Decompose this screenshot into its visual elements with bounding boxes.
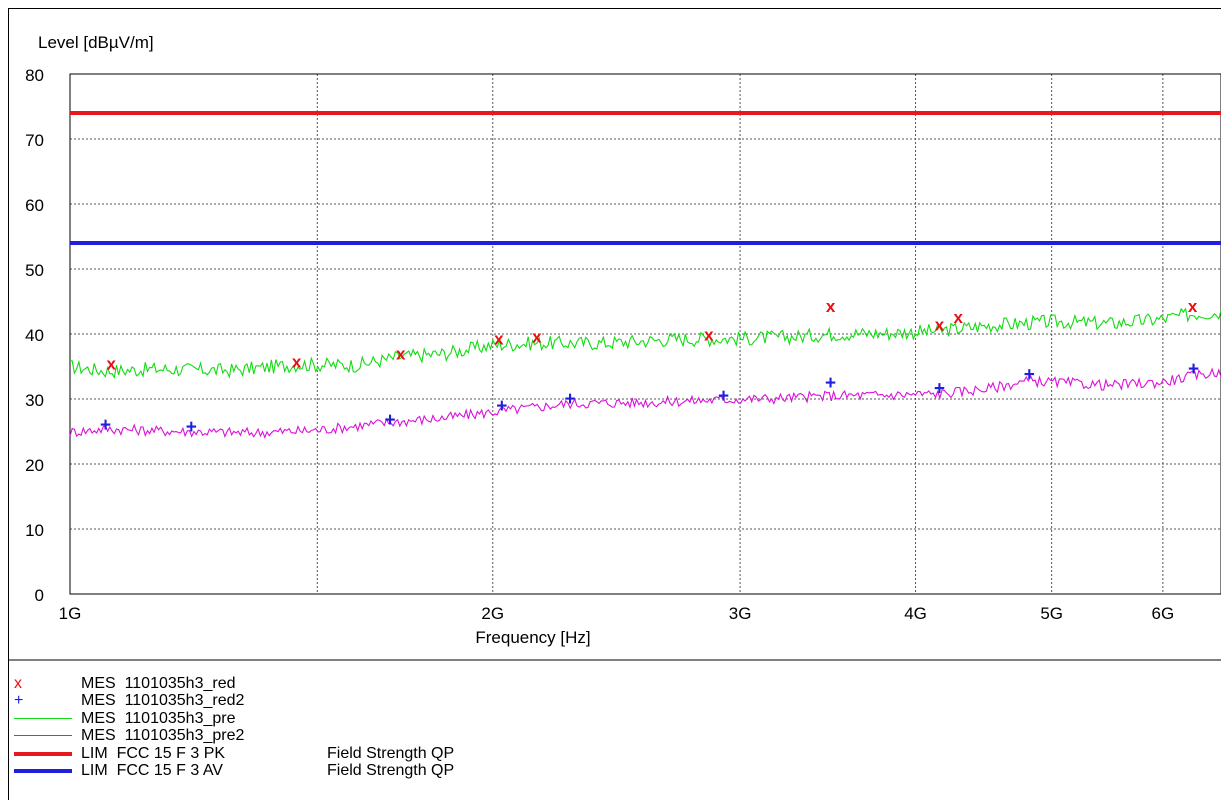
data-point-plus: +: [825, 373, 836, 394]
data-point-x: x: [292, 352, 302, 371]
data-point-x: x: [532, 328, 542, 347]
data-point-plus: +: [564, 389, 575, 410]
data-point-x: x: [1188, 297, 1198, 316]
legend-label: LIM FCC 15 F 3 AV: [81, 762, 223, 779]
x-tick-label: 6G: [1152, 604, 1175, 623]
data-point-plus: +: [1024, 364, 1035, 385]
axis-ticks: 0 10 20 30 40 50 60 70 80 1G 2G 3G 4G 5G 6G: [25, 66, 1174, 623]
data-point-plus: +: [934, 379, 945, 400]
data-point-x: x: [954, 308, 964, 327]
data-point-x: x: [107, 354, 117, 373]
y-tick-label: 60: [25, 196, 44, 215]
data-point-x: x: [704, 326, 714, 345]
x-tick-label: 4G: [904, 604, 927, 623]
grid: [70, 74, 1221, 594]
data-point-plus: +: [384, 410, 395, 431]
data-point-plus: +: [186, 417, 197, 438]
data-point-plus: +: [718, 386, 729, 407]
legend-symbol: [14, 762, 74, 779]
data-point-x: x: [396, 345, 406, 364]
y-tick-label: 70: [25, 131, 44, 150]
x-tick-label: 1G: [59, 604, 82, 623]
y-tick-label: 40: [25, 326, 44, 345]
y-tick-label: 0: [35, 586, 44, 605]
legend-label: MES 1101035h3_pre: [81, 709, 236, 727]
x-tick-label: 3G: [729, 604, 752, 623]
legend-note: Field Strength QP: [327, 762, 455, 779]
data-point-x: x: [826, 297, 836, 316]
series-line-pre2: [69, 367, 1221, 439]
legend-label: MES 1101035h3_red: [81, 675, 236, 692]
y-tick-label: 80: [25, 66, 44, 85]
plot-area: [69, 73, 1221, 595]
legend-label: MES 1101035h3_pre2: [81, 727, 245, 745]
data-point-plus: +: [100, 415, 111, 436]
legend-symbol: [14, 727, 74, 744]
y-tick-label: 50: [25, 261, 44, 280]
x-tick-label: 2G: [481, 604, 504, 623]
data-point-plus: +: [1188, 359, 1199, 380]
chart-frame: [8, 8, 1221, 800]
legend-symbol: x: [14, 675, 22, 692]
series-line-pre: [69, 307, 1221, 379]
x-axis-label: Frequency [Hz]: [475, 628, 590, 647]
data-point-plus: +: [496, 396, 507, 417]
legend-label: MES 1101035h3_red2: [81, 692, 245, 710]
legend-label: LIM FCC 15 F 3 PK: [81, 744, 226, 762]
x-tick-label: 5G: [1040, 604, 1063, 623]
legend-symbol: [14, 710, 74, 727]
y-tick-label: 20: [25, 456, 44, 475]
data-point-x: x: [935, 315, 945, 334]
y-tick-label: 30: [25, 391, 44, 410]
series-layer: x x xx x xxx xx+ + ++ + ++ ++ +: [69, 111, 1221, 439]
legend-symbol: [14, 745, 74, 762]
y-tick-label: 10: [25, 521, 44, 540]
legend-symbol: +: [14, 692, 24, 710]
y-axis-label: Level [dBµV/m]: [38, 33, 154, 52]
legend-note: Field Strength QP: [327, 744, 455, 762]
data-point-x: x: [494, 330, 504, 349]
